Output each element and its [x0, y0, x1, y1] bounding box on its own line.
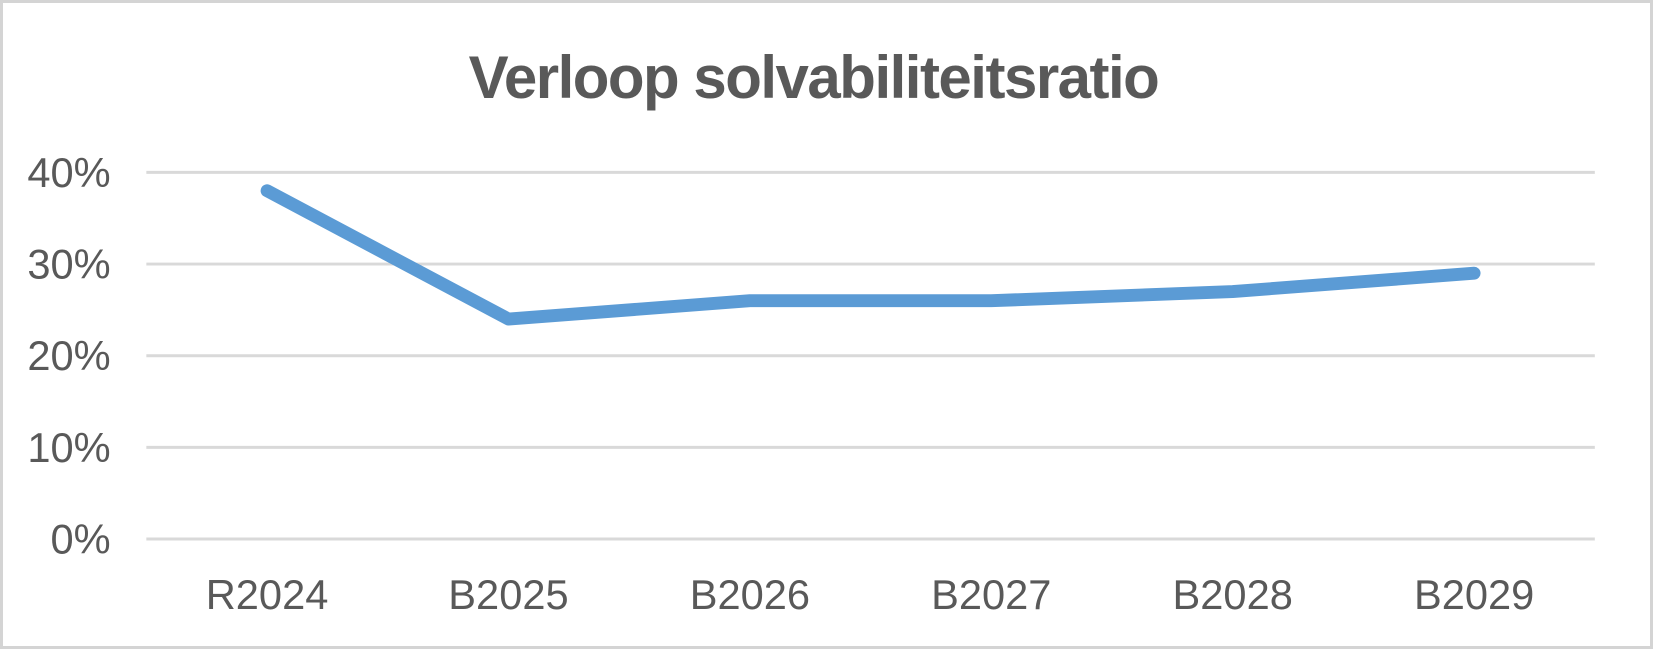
y-axis-tick-label: 0%	[51, 515, 111, 562]
y-axis-tick-label: 30%	[27, 241, 110, 288]
line-chart-plot: 0% 10% 20% 30% 40% R2024 B2025 B2026 B2027 B2028 B…	[27, 149, 1595, 618]
x-axis-category-label: B2028	[1173, 571, 1293, 618]
x-axis-category-label: B2026	[690, 571, 810, 618]
y-axis-tick-label: 20%	[27, 332, 110, 379]
x-axis-category-label: B2029	[1414, 571, 1534, 618]
y-axis-tick-label: 10%	[27, 424, 110, 471]
x-axis-category-label: R2024	[206, 571, 329, 618]
series-line	[260, 184, 1481, 326]
x-axis-category-label: B2025	[448, 571, 568, 618]
x-axis-category-label: B2027	[931, 571, 1051, 618]
y-axis-tick-label: 40%	[27, 149, 110, 196]
